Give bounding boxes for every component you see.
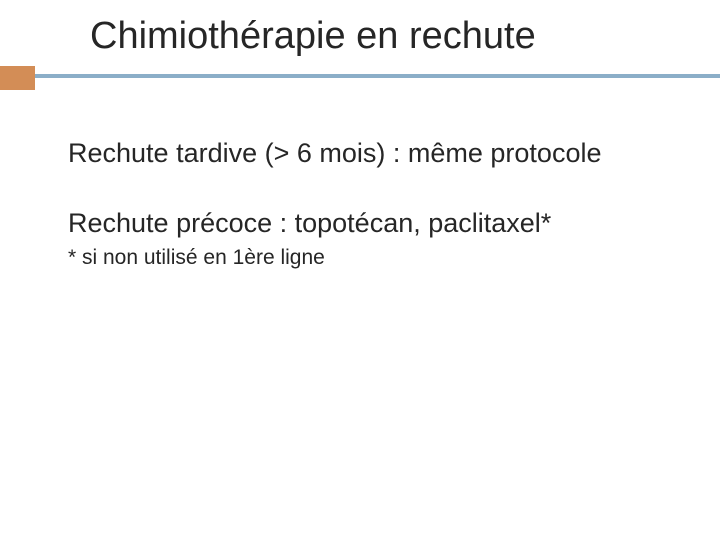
slide-title: Chimiothérapie en rechute — [90, 15, 536, 58]
body-footnote: * si non utilisé en 1ère ligne — [68, 246, 325, 270]
body-text-line-2: Rechute précoce : topotécan, paclitaxel* — [68, 208, 551, 239]
horizontal-divider — [0, 74, 720, 78]
body-text-line-1: Rechute tardive (> 6 mois) : même protoc… — [68, 138, 601, 169]
accent-decorator — [0, 66, 35, 90]
